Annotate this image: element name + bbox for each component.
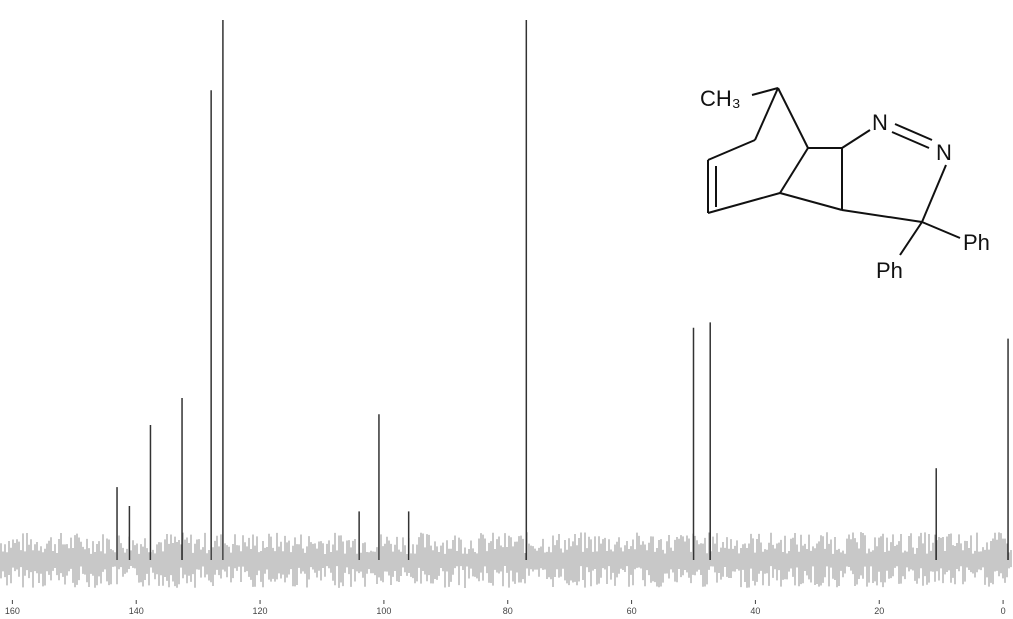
- bond: [894, 123, 933, 141]
- chem-label: N: [872, 110, 888, 135]
- x-tick-label: 120: [253, 606, 268, 616]
- bond: [899, 221, 923, 256]
- bond: [754, 87, 779, 141]
- x-tick-label: 40: [750, 606, 760, 616]
- x-tick-label: 80: [503, 606, 513, 616]
- chem-label: N: [936, 140, 952, 165]
- x-tick-label: 100: [376, 606, 391, 616]
- bond: [707, 139, 756, 161]
- bond: [891, 131, 930, 149]
- x-tick-label: 140: [129, 606, 144, 616]
- x-tick-label: 60: [627, 606, 637, 616]
- bond: [777, 87, 809, 149]
- bond: [707, 192, 781, 214]
- chem-label: Ph: [963, 230, 990, 255]
- chem-label: CH₃: [700, 86, 741, 111]
- bond: [841, 129, 871, 149]
- bond: [779, 192, 843, 211]
- chem-label: Ph: [876, 258, 903, 283]
- bond: [921, 221, 961, 239]
- x-tick-label: 20: [874, 606, 884, 616]
- structure: CH₃ N N Ph Ph: [700, 86, 990, 283]
- bond: [751, 87, 779, 96]
- bond: [921, 164, 947, 223]
- x-tick-label: 160: [5, 606, 20, 616]
- bond: [779, 147, 809, 194]
- x-tick-label: 0: [1001, 606, 1006, 616]
- bond: [841, 209, 923, 223]
